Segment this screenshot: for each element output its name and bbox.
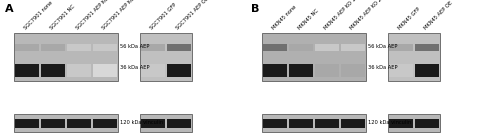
Bar xyxy=(342,44,364,51)
Bar xyxy=(16,119,38,128)
Bar xyxy=(168,64,190,77)
Bar xyxy=(342,119,364,128)
Text: 56 kDa AEP: 56 kDa AEP xyxy=(368,44,398,49)
Text: B: B xyxy=(251,4,260,14)
Text: MKN45 AEP KO 1: MKN45 AEP KO 1 xyxy=(324,0,358,31)
Bar xyxy=(316,119,338,128)
Bar xyxy=(142,119,165,128)
Bar xyxy=(262,33,366,81)
Bar xyxy=(42,119,64,128)
Bar xyxy=(94,44,116,51)
Bar xyxy=(390,44,412,51)
Bar xyxy=(390,64,412,77)
Bar xyxy=(316,64,338,77)
Bar xyxy=(168,44,190,51)
Text: SGC7901 none: SGC7901 none xyxy=(24,0,54,31)
Text: MKN45 GFP: MKN45 GFP xyxy=(398,7,421,31)
Text: SGC7901 AEP KO 2: SGC7901 AEP KO 2 xyxy=(102,0,140,31)
Bar xyxy=(16,64,38,77)
Bar xyxy=(416,44,438,51)
Bar xyxy=(416,119,438,128)
Text: MKN45 none: MKN45 none xyxy=(272,5,298,31)
Bar xyxy=(388,33,440,81)
Bar xyxy=(42,64,64,77)
Bar xyxy=(16,44,38,51)
Bar xyxy=(416,64,438,77)
Text: SGC7901 NC: SGC7901 NC xyxy=(50,4,76,31)
Bar xyxy=(290,44,312,51)
Bar xyxy=(140,33,192,81)
Bar xyxy=(264,119,286,128)
Bar xyxy=(14,33,118,81)
Bar xyxy=(264,64,286,77)
Text: MKN45 NC: MKN45 NC xyxy=(298,8,320,31)
Bar xyxy=(262,114,366,132)
Bar xyxy=(168,119,190,128)
Text: SGC7901 GFP: SGC7901 GFP xyxy=(150,3,178,31)
Bar xyxy=(14,114,118,132)
Bar xyxy=(388,114,440,132)
Bar xyxy=(290,64,312,77)
Bar xyxy=(68,119,90,128)
Bar xyxy=(94,119,116,128)
Text: MKN45 AEP OE: MKN45 AEP OE xyxy=(424,1,454,31)
Text: A: A xyxy=(5,4,14,14)
Bar xyxy=(94,64,116,77)
Text: 56 kDa AEP: 56 kDa AEP xyxy=(120,44,150,49)
Text: MKN45 AEP KO 2: MKN45 AEP KO 2 xyxy=(350,0,384,31)
Bar xyxy=(142,44,165,51)
Text: SGC7901 AEP KO 1: SGC7901 AEP KO 1 xyxy=(76,0,114,31)
Bar xyxy=(342,64,364,77)
Bar xyxy=(68,64,90,77)
Bar xyxy=(264,44,286,51)
Text: SGC7901 AEP OE: SGC7901 AEP OE xyxy=(176,0,210,31)
Bar xyxy=(316,44,338,51)
Bar xyxy=(390,119,412,128)
Bar xyxy=(68,44,90,51)
Bar xyxy=(42,44,64,51)
Bar xyxy=(290,119,312,128)
Bar xyxy=(140,114,192,132)
Text: 36 kDa AEP: 36 kDa AEP xyxy=(368,65,398,70)
Text: 120 kDa vinculin: 120 kDa vinculin xyxy=(368,121,411,126)
Bar xyxy=(142,64,165,77)
Text: 120 kDa vinculin: 120 kDa vinculin xyxy=(120,121,163,126)
Text: 36 kDa AEP: 36 kDa AEP xyxy=(120,65,150,70)
